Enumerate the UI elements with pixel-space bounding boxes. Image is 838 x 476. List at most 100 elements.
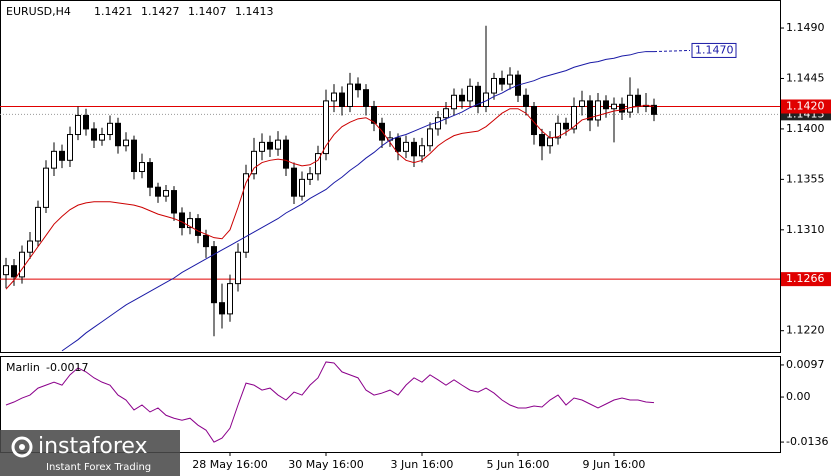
projection-box bbox=[691, 42, 737, 58]
main-frame bbox=[0, 0, 781, 353]
candle-body bbox=[579, 100, 585, 107]
ohlc-high: 1.1427 bbox=[141, 5, 180, 18]
moving-average bbox=[5, 104, 655, 290]
candle-body bbox=[123, 139, 129, 147]
candle-body bbox=[131, 139, 137, 173]
candle-body bbox=[155, 186, 161, 197]
candle-body bbox=[635, 94, 641, 107]
candle-body bbox=[35, 206, 41, 242]
candle-body bbox=[3, 265, 9, 276]
candle-body bbox=[403, 141, 409, 152]
candle-body bbox=[67, 134, 73, 161]
candle-body bbox=[547, 137, 553, 147]
candle-body bbox=[467, 85, 473, 102]
candle-body bbox=[275, 139, 281, 150]
logo-tagline: Instant Forex Trading bbox=[46, 462, 151, 473]
content: 1.1490 1.1445 1.1400 1.1355 1.1310 1.1220 28 M… bbox=[0, 21, 828, 471]
candle-body bbox=[291, 167, 297, 197]
candle-body bbox=[323, 100, 329, 155]
candle-body bbox=[539, 134, 545, 147]
level-label: 1.1266 bbox=[786, 272, 825, 285]
candle-body bbox=[563, 122, 569, 130]
candle-body bbox=[19, 251, 25, 278]
level-box bbox=[781, 99, 831, 114]
oscillator-value: -0.0017 bbox=[46, 361, 88, 374]
candle-body bbox=[163, 190, 169, 197]
candle-body bbox=[115, 122, 121, 147]
ohlc-low: 1.1407 bbox=[188, 5, 227, 18]
candle-body bbox=[99, 134, 105, 141]
y-tick-label: 1.1355 bbox=[786, 172, 825, 185]
candle-body bbox=[571, 105, 577, 130]
candle-body bbox=[227, 283, 233, 315]
candle-body bbox=[211, 246, 217, 304]
candle-body bbox=[107, 122, 113, 136]
candle-body bbox=[75, 114, 81, 136]
candle-body bbox=[307, 173, 313, 180]
candle-body bbox=[59, 150, 65, 161]
candle-body bbox=[27, 240, 33, 253]
candle-body bbox=[171, 190, 177, 214]
y-tick-label: 0.00 bbox=[786, 390, 811, 403]
candle-body bbox=[267, 141, 273, 150]
candle-body bbox=[475, 85, 481, 107]
x-tick-label: 9 Jun 16:00 bbox=[583, 458, 646, 471]
y-tick-label: 1.1400 bbox=[786, 122, 825, 135]
level-label: 1.1420 bbox=[786, 99, 825, 112]
candle-body bbox=[587, 100, 593, 121]
logo-name: instaforex bbox=[38, 434, 148, 459]
level-box bbox=[781, 272, 831, 287]
ohlc-close: 1.1413 bbox=[235, 5, 274, 18]
candle-body bbox=[555, 122, 561, 139]
candle-body bbox=[603, 100, 609, 110]
candle-body bbox=[427, 128, 433, 147]
candle-body bbox=[507, 74, 513, 85]
y-tick-label: 1.1220 bbox=[786, 324, 825, 337]
x-tick-label: 30 May 16:00 bbox=[288, 458, 363, 471]
candle-body bbox=[619, 103, 625, 113]
candle-body bbox=[259, 141, 265, 152]
candle-body bbox=[491, 77, 497, 94]
candle-body bbox=[83, 114, 89, 130]
candle-body bbox=[219, 302, 225, 315]
projection-label: 1.1470 bbox=[695, 43, 734, 56]
candle-body bbox=[443, 108, 449, 119]
candle-body bbox=[315, 153, 321, 175]
candle-body bbox=[523, 94, 529, 107]
candle-body bbox=[499, 77, 505, 85]
candle-body bbox=[299, 178, 305, 197]
y-tick-label: 1.1310 bbox=[786, 223, 825, 236]
candle-body bbox=[419, 145, 425, 157]
overlay: EURUSD,H4 1.1421 1.1427 1.1407 1.1413 Ma… bbox=[0, 5, 831, 476]
candle-body bbox=[411, 141, 417, 157]
y-tick-label: -0.0136 bbox=[786, 435, 828, 448]
x-tick-label: 5 Jun 16:00 bbox=[487, 458, 550, 471]
candle-body bbox=[459, 94, 465, 102]
candle-body bbox=[595, 100, 601, 121]
candle-body bbox=[355, 83, 361, 91]
candle-body bbox=[627, 94, 633, 113]
projection-line bbox=[653, 49, 691, 53]
candle-body bbox=[203, 234, 209, 248]
oscillator-frame bbox=[0, 356, 781, 453]
logo-icon bbox=[11, 436, 33, 458]
candle-body bbox=[395, 137, 401, 152]
candle-body bbox=[147, 162, 153, 188]
ohlc-open: 1.1421 bbox=[94, 5, 133, 18]
y-tick-label: 1.1445 bbox=[786, 71, 825, 84]
y-tick-label: 1.1490 bbox=[786, 21, 825, 34]
candle-body bbox=[243, 173, 249, 253]
candle-body bbox=[195, 218, 201, 236]
candle-body bbox=[435, 117, 441, 130]
candle-body bbox=[531, 105, 537, 136]
candle-body bbox=[651, 104, 657, 115]
symbol-title: EURUSD,H4 bbox=[6, 5, 71, 18]
candle-body bbox=[331, 92, 337, 102]
x-tick-label: 28 May 16:00 bbox=[192, 458, 267, 471]
candle-body bbox=[51, 150, 57, 169]
x-tick-label: 3 Jun 16:00 bbox=[391, 458, 454, 471]
candle-body bbox=[251, 150, 257, 175]
candle-body bbox=[347, 83, 353, 107]
candle-body bbox=[235, 251, 241, 285]
